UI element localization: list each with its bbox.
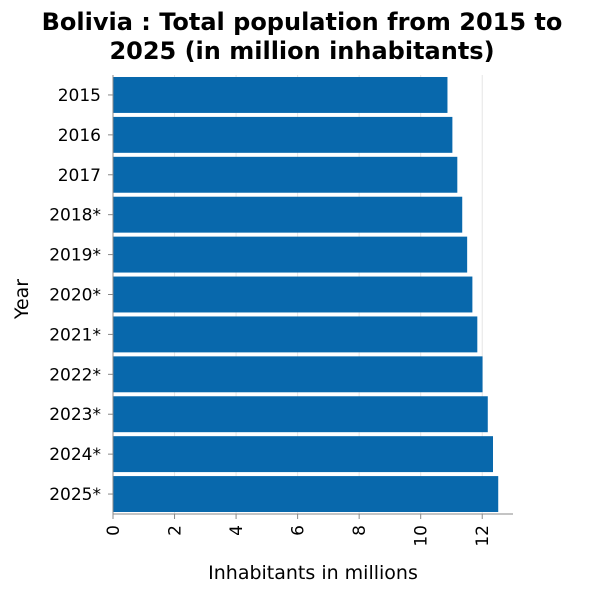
chart-title-line-2: 2025 (in million inhabitants): [109, 37, 494, 65]
bar-2016: [113, 116, 453, 153]
bar-2018: [113, 196, 463, 233]
y-tick-label-2022: 2022*: [49, 365, 101, 385]
y-tick-label-2021: 2021*: [49, 325, 101, 345]
axes: [108, 75, 513, 519]
x-tick-label-10: 10: [412, 525, 432, 547]
y-tick-label-2024: 2024*: [49, 445, 101, 465]
bar-2022: [113, 356, 483, 393]
bar-2025: [113, 476, 499, 513]
y-tick-label-2017: 2017: [58, 166, 101, 186]
x-tick-label-6: 6: [289, 525, 309, 536]
bar-2020: [113, 276, 473, 313]
y-tick-label-2019: 2019*: [49, 246, 101, 266]
x-tick-label-0: 0: [104, 525, 124, 536]
chart-title-line-1: Bolivia : Total population from 2015 to: [42, 8, 563, 36]
y-tick-label-2025: 2025*: [49, 485, 101, 505]
bar-2024: [113, 436, 493, 473]
bar-2015: [113, 76, 448, 113]
bar-2021: [113, 316, 478, 353]
tick-labels: 2015201620172018*2019*2020*2021*2022*202…: [49, 86, 493, 547]
y-axis-label: Year: [11, 279, 33, 320]
y-tick-label-2016: 2016: [58, 126, 101, 146]
bar-2019: [113, 236, 468, 273]
x-tick-label-12: 12: [473, 525, 493, 547]
y-tick-label-2018: 2018*: [49, 206, 101, 226]
y-tick-label-2015: 2015: [58, 86, 101, 106]
x-axis-label: Inhabitants in millions: [208, 562, 418, 584]
x-tick-label-2: 2: [166, 525, 186, 536]
bar-2023: [113, 396, 488, 433]
x-tick-label-8: 8: [350, 525, 370, 536]
bar-2017: [113, 156, 458, 193]
y-tick-label-2020: 2020*: [49, 286, 101, 306]
x-tick-label-4: 4: [227, 525, 247, 536]
y-tick-label-2023: 2023*: [49, 405, 101, 425]
bars: [113, 76, 499, 513]
